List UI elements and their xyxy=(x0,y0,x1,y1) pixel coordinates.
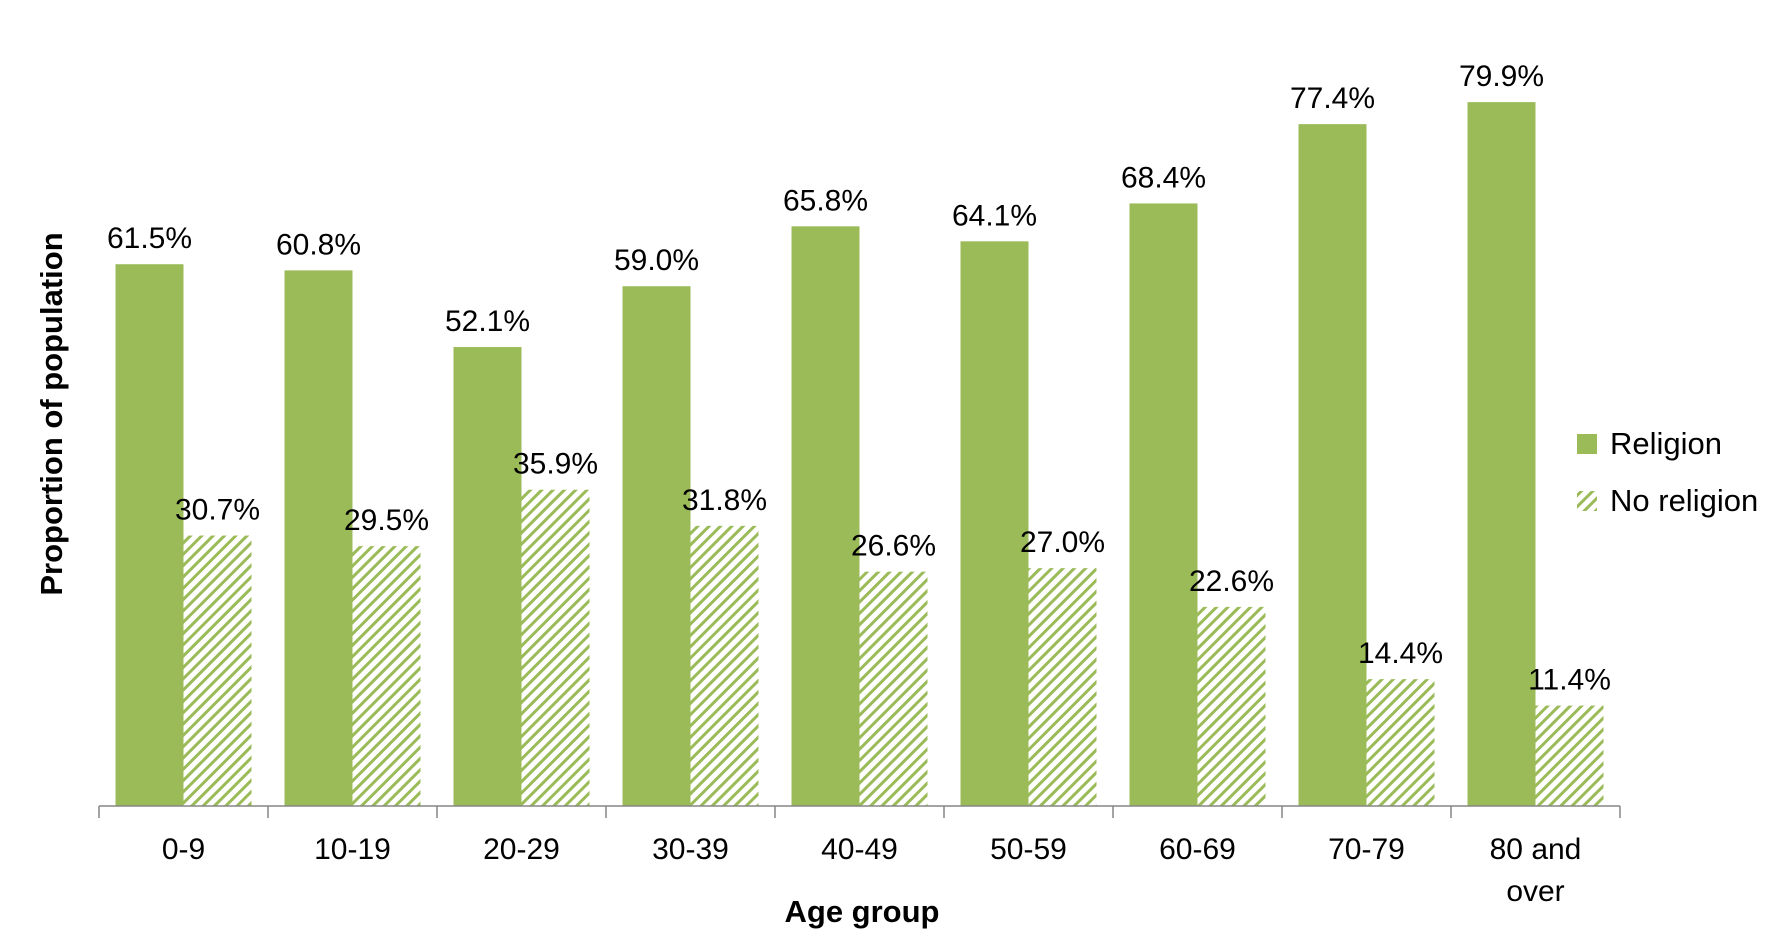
x-tick-label-20-29: 20-29 xyxy=(483,833,560,866)
legend-label-religion: Religion xyxy=(1610,426,1722,461)
x-axis-title: Age group xyxy=(785,894,940,929)
x-tick-label-60-69: 60-69 xyxy=(1159,833,1236,866)
bar-religion-50-59 xyxy=(960,241,1029,807)
data-label-no-religion-80-and-over: 11.4% xyxy=(1528,664,1611,697)
x-tick-label-40-49: 40-49 xyxy=(821,833,898,866)
bar-no-religion-40-49 xyxy=(859,571,928,806)
data-label-no-religion-20-29: 35.9% xyxy=(513,448,598,481)
data-label-religion-20-29: 52.1% xyxy=(445,305,530,338)
data-label-religion-80-and-over: 79.9% xyxy=(1459,60,1544,93)
legend-swatch-no-religion xyxy=(1577,491,1597,511)
x-axis xyxy=(98,805,1621,818)
bar-religion-0-9 xyxy=(115,264,184,806)
x-tick-label-0-9: 0-9 xyxy=(162,833,205,866)
x-tick-label-70-79: 70-79 xyxy=(1328,833,1405,866)
data-label-no-religion-0-9: 30.7% xyxy=(175,494,260,527)
series-no-religion xyxy=(183,489,1604,806)
bar-no-religion-10-19 xyxy=(352,546,421,806)
bar-no-religion-60-69 xyxy=(1197,606,1266,806)
bar-no-religion-80-and-over xyxy=(1535,705,1604,806)
bar-no-religion-50-59 xyxy=(1028,568,1097,806)
data-label-religion-70-79: 77.4% xyxy=(1290,82,1375,115)
bar-religion-40-49 xyxy=(791,226,860,807)
data-label-no-religion-30-39: 31.8% xyxy=(682,484,767,517)
x-tick-label-10-19: 10-19 xyxy=(314,833,391,866)
data-label-no-religion-40-49: 26.6% xyxy=(851,530,936,563)
y-axis-title: Proportion of population xyxy=(34,232,69,595)
bar-no-religion-70-79 xyxy=(1366,679,1435,806)
bar-no-religion-20-29 xyxy=(521,489,590,806)
data-label-religion-40-49: 65.8% xyxy=(783,184,868,217)
data-label-religion-50-59: 64.1% xyxy=(952,199,1037,232)
data-label-no-religion-70-79: 14.4% xyxy=(1358,637,1443,670)
data-label-religion-10-19: 60.8% xyxy=(276,228,361,261)
x-tick-labels: 0-9 10-19 20-29 30-39 40-49 50-59 60-69 70-79 80… xyxy=(162,833,1582,908)
data-label-religion-30-39: 59.0% xyxy=(614,244,699,277)
bar-religion-10-19 xyxy=(284,270,353,806)
data-label-no-religion-60-69: 22.6% xyxy=(1189,565,1274,598)
legend-swatch-religion xyxy=(1577,434,1597,454)
legend-label-no-religion: No religion xyxy=(1610,483,1758,518)
bar-no-religion-30-39 xyxy=(690,525,759,806)
data-label-no-religion-50-59: 27.0% xyxy=(1020,526,1105,559)
bar-religion-80-and-over xyxy=(1467,102,1536,807)
bar-no-religion-0-9 xyxy=(183,535,252,806)
data-labels: 61.5% 30.7% 60.8% 29.5% 52.1% 35.9% 59.0% 31.8%… xyxy=(107,60,1611,696)
x-tick-label-50-59: 50-59 xyxy=(990,833,1067,866)
x-tick-label-30-39: 30-39 xyxy=(652,833,729,866)
data-label-religion-60-69: 68.4% xyxy=(1121,161,1206,194)
bar-religion-70-79 xyxy=(1298,124,1367,806)
bar-religion-60-69 xyxy=(1129,203,1198,806)
x-tick-label-80-and-over: 80 and over xyxy=(1490,833,1582,908)
bar-religion-20-29 xyxy=(453,347,522,806)
series-religion xyxy=(115,102,1536,807)
bar-religion-30-39 xyxy=(622,286,691,806)
legend: Religion No religion xyxy=(1577,426,1758,518)
data-label-religion-0-9: 61.5% xyxy=(107,222,192,255)
data-label-no-religion-10-19: 29.5% xyxy=(344,504,429,537)
